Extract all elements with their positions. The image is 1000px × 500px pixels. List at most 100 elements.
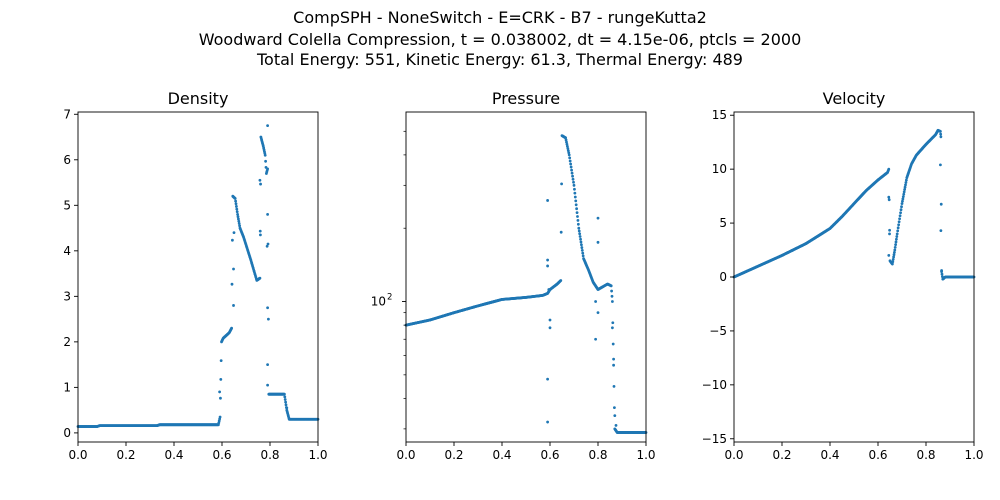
data-point bbox=[568, 159, 572, 163]
data-point bbox=[546, 420, 549, 424]
data-point bbox=[609, 284, 613, 288]
y-tick-label: 2 bbox=[63, 335, 71, 349]
data-point bbox=[232, 304, 235, 307]
x-tick-label: 1.0 bbox=[964, 448, 983, 462]
data-point bbox=[568, 156, 572, 160]
data-point bbox=[230, 282, 234, 286]
y-tick-label: 10 bbox=[371, 295, 386, 309]
data-point bbox=[232, 231, 236, 235]
x-tick-label: 0.2 bbox=[116, 448, 135, 462]
data-point bbox=[235, 207, 239, 211]
data-point bbox=[891, 257, 895, 261]
y-tick-label: −15 bbox=[702, 432, 727, 446]
data-point bbox=[559, 279, 563, 282]
y-tick-label: 7 bbox=[63, 107, 71, 121]
data-point bbox=[887, 198, 891, 202]
data-point bbox=[259, 233, 262, 237]
chart-panel-velocity: Velocity 0.0 0.2 0.4 0.6 0.8 1.0 −15 −10 −5 0 5 10 15 bbox=[702, 89, 984, 462]
data-point bbox=[897, 220, 901, 224]
data-point bbox=[263, 153, 267, 157]
data-point bbox=[580, 246, 584, 249]
data-point bbox=[893, 250, 896, 254]
data-point bbox=[596, 216, 600, 220]
data-point bbox=[611, 342, 615, 346]
data-point bbox=[560, 182, 563, 186]
data-point bbox=[546, 264, 549, 268]
data-point bbox=[902, 190, 906, 194]
data-point bbox=[576, 222, 580, 226]
y-tick-label-exponent: 2 bbox=[387, 293, 392, 303]
data-point bbox=[610, 294, 614, 298]
data-point bbox=[939, 163, 942, 167]
x-tick-label: 0.8 bbox=[260, 448, 279, 462]
x-tick-label: 0.2 bbox=[772, 448, 791, 462]
data-point bbox=[900, 202, 904, 206]
data-point bbox=[579, 237, 582, 241]
data-point bbox=[546, 199, 549, 202]
data-point bbox=[237, 222, 241, 225]
data-point bbox=[613, 406, 616, 410]
figure-title-line-1: CompSPH - NoneSwitch - E=CRK - B7 - rung… bbox=[293, 8, 707, 27]
data-point bbox=[567, 153, 571, 157]
data-point bbox=[579, 240, 583, 244]
data-point bbox=[581, 251, 585, 255]
data-point bbox=[285, 406, 289, 410]
data-point bbox=[283, 395, 287, 399]
data-point bbox=[578, 232, 582, 236]
data-point bbox=[258, 178, 262, 182]
data-point bbox=[546, 377, 549, 381]
data-point bbox=[235, 205, 238, 208]
data-point bbox=[940, 272, 944, 276]
data-point bbox=[577, 229, 581, 233]
data-point bbox=[238, 224, 242, 228]
data-point bbox=[901, 197, 905, 201]
data-point bbox=[887, 254, 891, 257]
x-tick-label: 0.0 bbox=[68, 448, 87, 462]
data-point bbox=[888, 232, 891, 236]
y-tick-label: 1 bbox=[63, 380, 71, 394]
data-point bbox=[218, 415, 222, 419]
data-point bbox=[236, 215, 240, 219]
data-point bbox=[902, 192, 906, 196]
data-point bbox=[258, 276, 262, 280]
data-point bbox=[264, 159, 267, 163]
y-tick-label: 5 bbox=[719, 216, 727, 230]
data-point bbox=[888, 228, 891, 232]
data-point bbox=[939, 135, 943, 139]
y-tick-label: 10 bbox=[712, 162, 727, 176]
data-point bbox=[237, 217, 240, 221]
x-tick-label: 0.2 bbox=[444, 448, 463, 462]
figure-title-line-2: Woodward Colella Compression, t = 0.0380… bbox=[198, 30, 802, 49]
data-point bbox=[559, 230, 563, 234]
data-point bbox=[566, 144, 569, 148]
data-point bbox=[569, 165, 573, 169]
data-point bbox=[569, 162, 573, 166]
data-point bbox=[901, 199, 904, 203]
x-tick-label: 0.8 bbox=[588, 448, 607, 462]
data-point bbox=[892, 255, 895, 259]
y-tick-label: 6 bbox=[63, 153, 71, 167]
data-point bbox=[904, 183, 907, 187]
chart-title: Velocity bbox=[823, 89, 886, 108]
data-point bbox=[576, 219, 580, 222]
data-point bbox=[565, 142, 569, 146]
data-point bbox=[887, 167, 891, 171]
data-point bbox=[566, 147, 570, 150]
chart-panel-pressure: Pressure 0.0 0.2 0.4 0.6 0.8 1.0 10 2 bbox=[371, 89, 656, 462]
y-tick-label: 3 bbox=[63, 289, 71, 303]
x-tick-label: 0.8 bbox=[916, 448, 935, 462]
data-point bbox=[219, 359, 223, 363]
data-point bbox=[284, 400, 287, 404]
data-point bbox=[575, 207, 579, 211]
data-point bbox=[258, 229, 262, 233]
data-point bbox=[896, 226, 900, 230]
data-point bbox=[572, 180, 575, 184]
axes-frame bbox=[405, 111, 647, 443]
data-point bbox=[897, 223, 901, 227]
data-point bbox=[546, 258, 549, 262]
data-point bbox=[567, 151, 571, 155]
data-point bbox=[898, 214, 902, 218]
data-point bbox=[613, 414, 617, 418]
data-point bbox=[266, 213, 269, 216]
data-point bbox=[594, 337, 597, 341]
